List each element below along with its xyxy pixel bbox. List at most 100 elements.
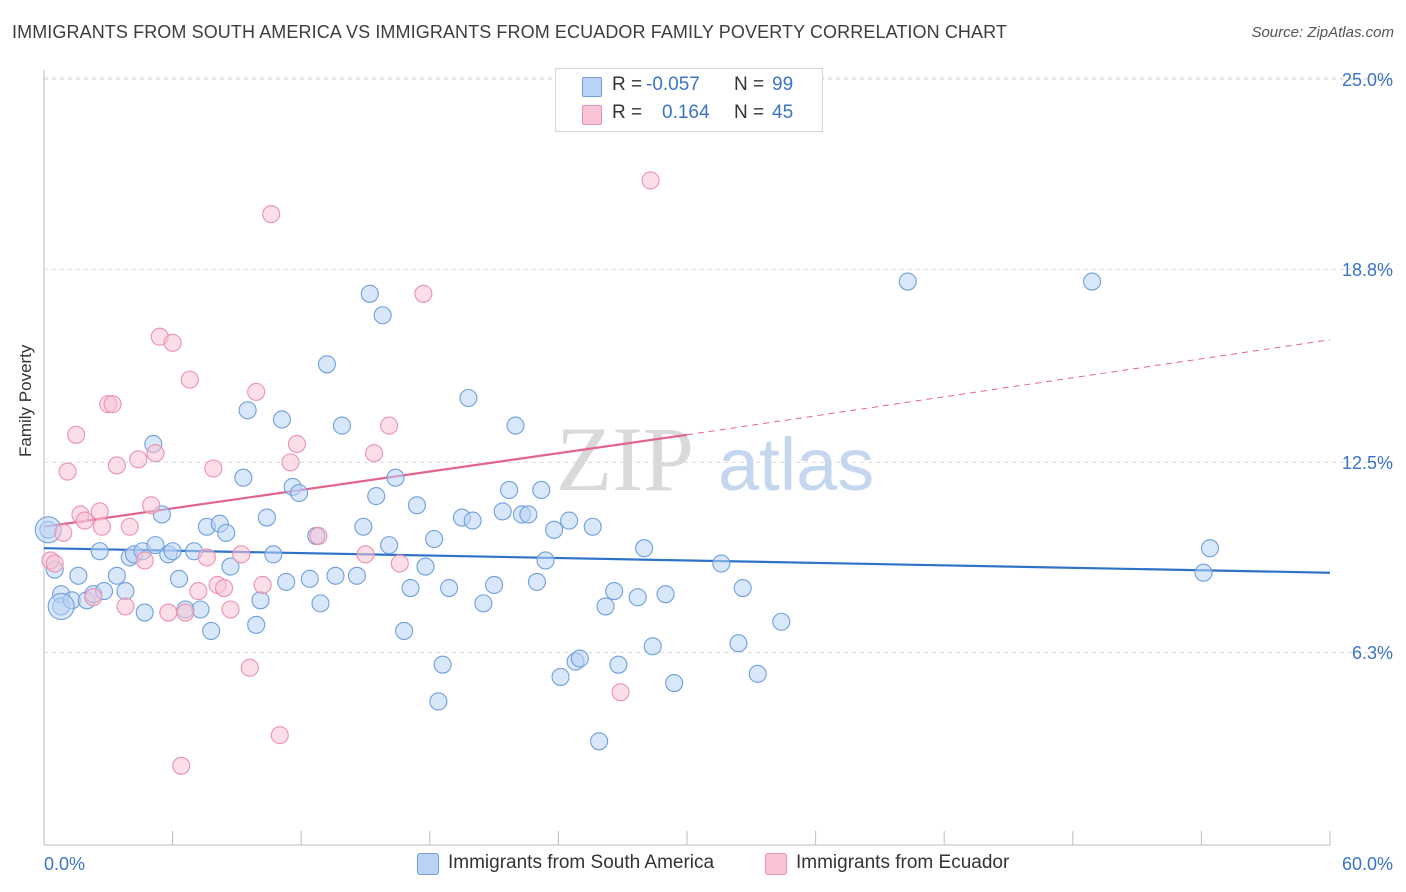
point-south-america [272, 410, 291, 429]
point-south-america [257, 508, 276, 527]
point-ecuador [232, 545, 251, 564]
point-south-america [135, 603, 154, 622]
trend-line-south-america [43, 547, 1331, 574]
legend-n-value: 45 [772, 102, 794, 123]
y-tick-label: 18.8% [1342, 260, 1393, 280]
point-south-america [493, 502, 512, 521]
point-ecuador [159, 603, 178, 622]
y-tick-label: 25.0% [1342, 70, 1393, 90]
point-south-america [474, 594, 493, 613]
point-south-america [596, 597, 615, 616]
data-points [34, 171, 1220, 775]
point-south-america [146, 536, 165, 555]
point-south-america [532, 480, 551, 500]
point-ecuador [356, 545, 375, 564]
point-south-america [1200, 539, 1220, 558]
point-south-america [163, 542, 182, 561]
point-south-america [1083, 272, 1102, 291]
point-south-america [643, 637, 662, 656]
point-ecuador [214, 578, 234, 598]
point-ecuador [240, 658, 259, 677]
point-south-america [1194, 563, 1213, 582]
point-south-america [317, 355, 336, 374]
point-ecuador [176, 603, 195, 622]
legend-swatch-south-america [582, 77, 602, 97]
point-ecuador [247, 382, 266, 401]
correlation-legend: R = -0.057 N = 99 R = 0.164 N = 45 [555, 68, 823, 132]
bottom-legend-swatch-ecuador [765, 853, 787, 875]
point-south-america [373, 306, 392, 325]
point-south-america [90, 542, 109, 561]
point-south-america [354, 517, 373, 536]
point-south-america [367, 487, 386, 506]
point-ecuador [253, 575, 272, 595]
point-ecuador [116, 597, 135, 616]
point-south-america [898, 272, 917, 291]
x-tick-labels: 0.0% 60.0% [44, 854, 1393, 874]
chart-title: IMMIGRANTS FROM SOUTH AMERICA VS IMMIGRA… [12, 22, 1008, 42]
legend-r-value: -0.057 [646, 74, 700, 95]
point-south-america [733, 578, 752, 598]
legend-n-label: N = [734, 74, 765, 95]
legend-r-value: 0.164 [662, 102, 710, 123]
point-ecuador [204, 459, 223, 478]
point-south-america [395, 621, 414, 641]
point-south-america [433, 655, 452, 674]
legend-n-value: 99 [772, 74, 794, 95]
point-south-america [107, 566, 126, 585]
point-ecuador [75, 511, 94, 530]
point-south-america [551, 667, 570, 686]
x-tick-label-min: 0.0% [44, 854, 85, 874]
point-ecuador [142, 496, 161, 515]
point-south-america [485, 575, 504, 595]
point-ecuador [103, 395, 122, 414]
point-south-america [416, 557, 435, 576]
y-axis-label: Family Poverty [16, 344, 35, 457]
point-ecuador [414, 284, 433, 303]
point-south-america [635, 539, 654, 558]
point-south-america [545, 520, 564, 539]
point-ecuador [189, 582, 208, 601]
point-south-america [407, 496, 426, 515]
point-ecuador [45, 554, 64, 573]
point-south-america [347, 566, 366, 585]
point-south-america [277, 572, 296, 591]
point-ecuador [180, 370, 199, 389]
point-ecuador [107, 456, 126, 475]
bottom-legend-label: Immigrants from Ecuador [796, 852, 1010, 873]
point-ecuador [262, 205, 281, 224]
point-ecuador [84, 588, 103, 607]
point-ecuador [611, 683, 630, 702]
point-ecuador [365, 444, 384, 463]
point-south-america [217, 523, 236, 542]
point-south-america [500, 480, 519, 500]
point-large-south-america [47, 592, 75, 620]
axes [43, 70, 1331, 846]
point-ecuador [163, 333, 182, 352]
point-south-america [772, 612, 791, 631]
trend-extension-ecuador [686, 339, 1331, 436]
point-south-america [656, 585, 675, 604]
point-south-america [527, 572, 547, 591]
point-south-america [290, 483, 309, 503]
point-south-america [202, 621, 221, 641]
point-ecuador [67, 425, 86, 444]
legend-r-label: R = [612, 74, 643, 95]
point-south-america [429, 692, 448, 711]
point-south-america [748, 664, 767, 683]
point-south-america [570, 649, 589, 668]
point-south-america [665, 674, 684, 693]
y-tick-label: 12.5% [1342, 453, 1393, 473]
watermark-atlas: atlas [718, 423, 874, 506]
point-ecuador [270, 726, 289, 745]
point-ecuador [281, 453, 300, 472]
point-ecuador [221, 600, 240, 619]
point-south-america [506, 416, 525, 435]
point-south-america [326, 566, 345, 585]
point-ecuador [120, 517, 139, 536]
point-south-america [234, 468, 253, 487]
point-south-america [380, 536, 399, 555]
point-south-america [247, 615, 266, 634]
point-ecuador [129, 450, 148, 469]
point-south-america [712, 554, 731, 573]
